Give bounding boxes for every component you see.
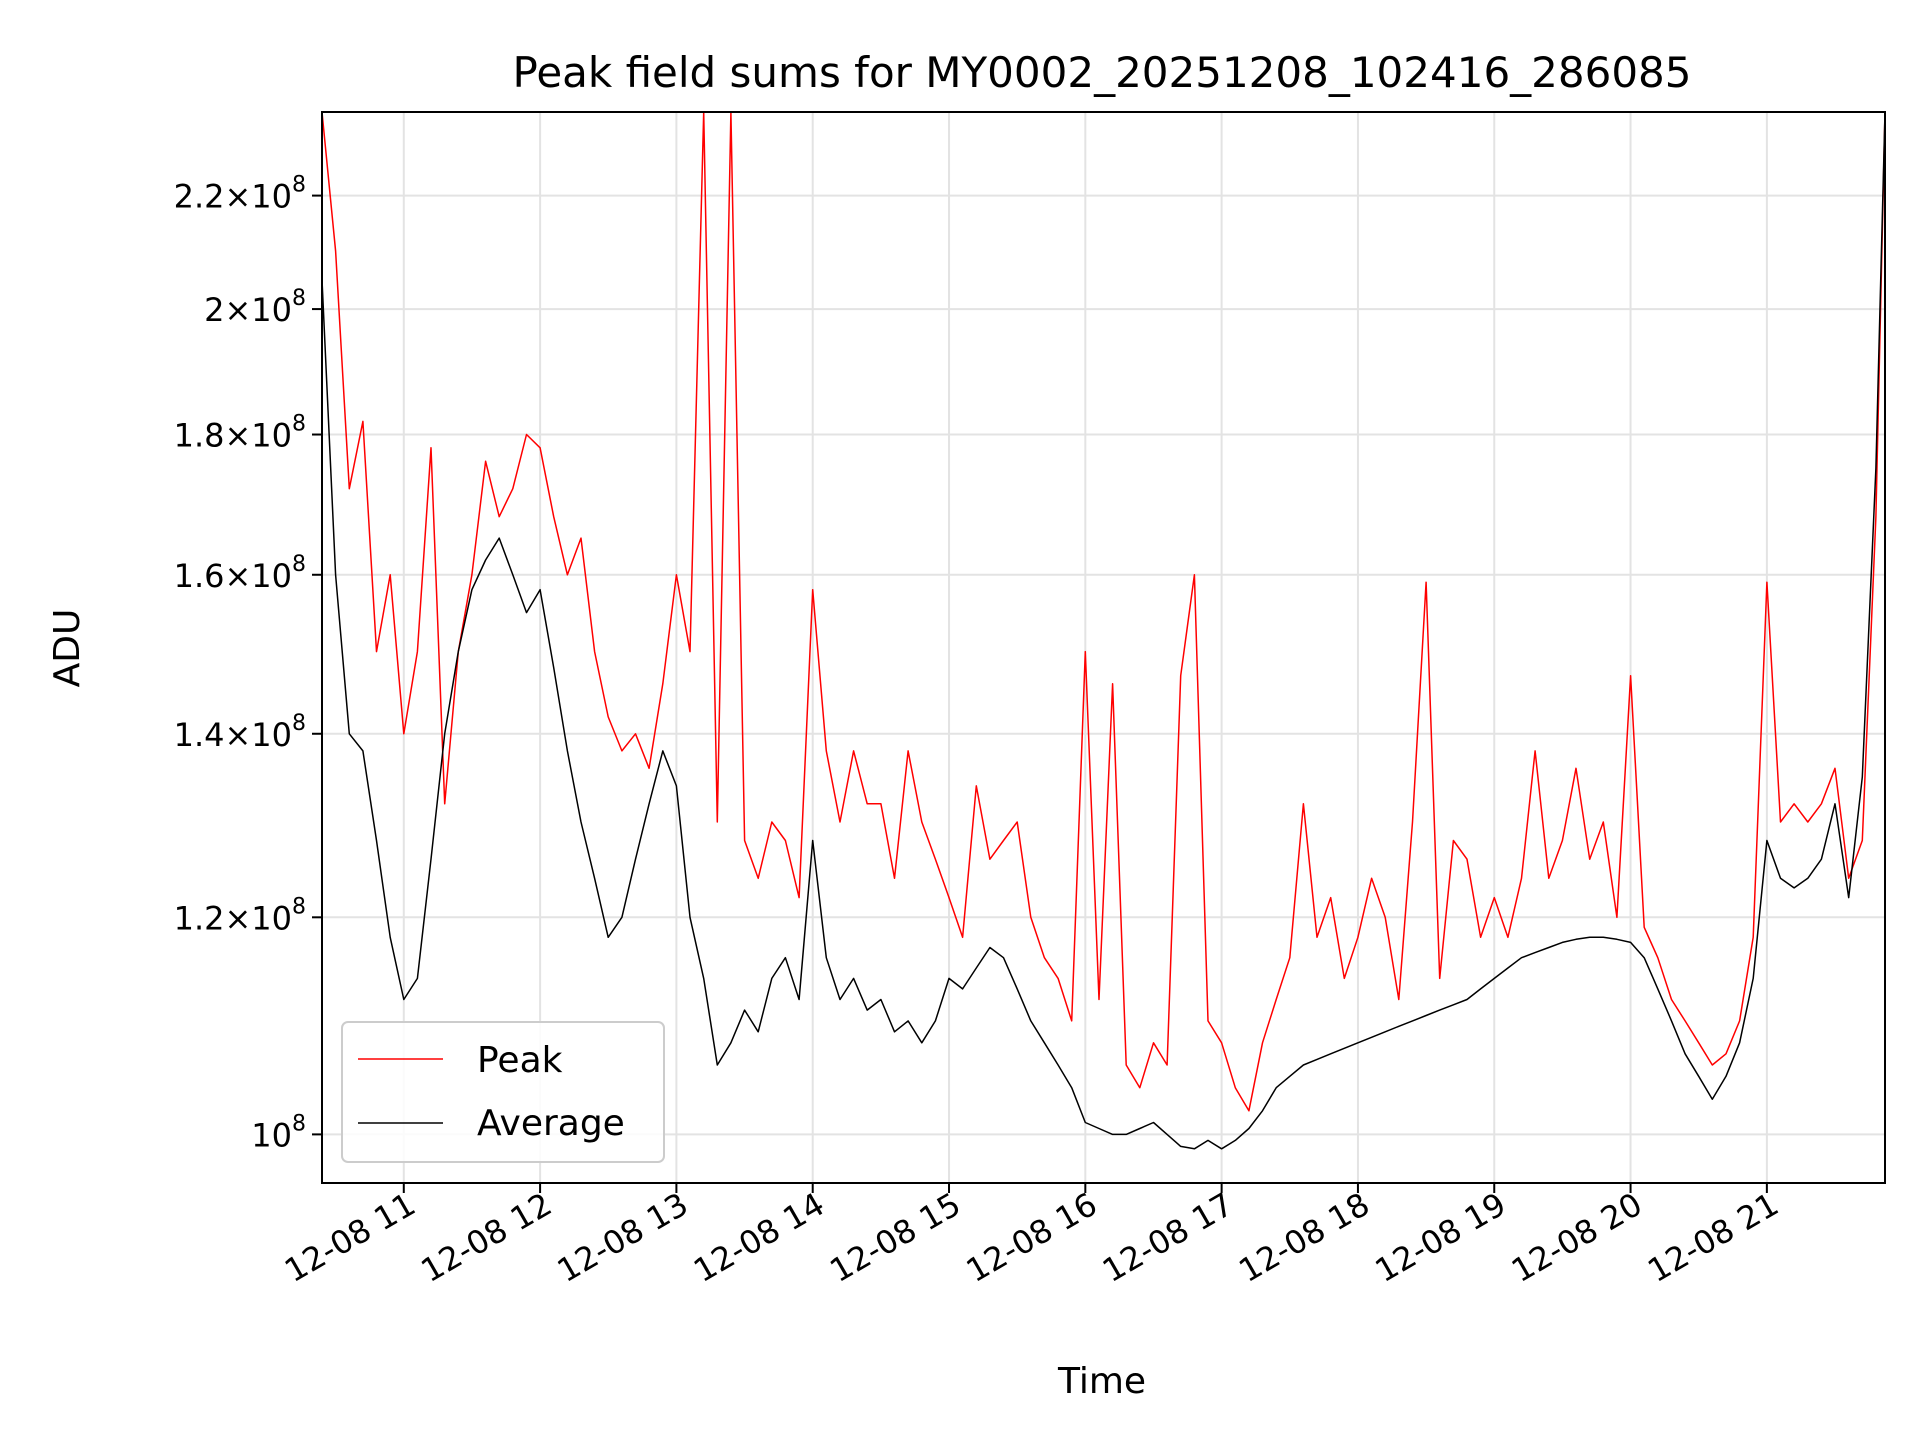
y-tick-exponent: 8 (292, 894, 306, 919)
x-axis-label: Time (1057, 1361, 1146, 1402)
y-tick-label: 2×108 (204, 286, 306, 329)
x-tick-label: 12-08 15 (823, 1185, 967, 1290)
y-tick-times: ×10 (224, 291, 292, 329)
y-tick-times: ×10 (224, 178, 292, 216)
plot-frame (321, 111, 1886, 1184)
y-tick-times: ×10 (224, 716, 292, 754)
y-tick-label: 1.4×108 (174, 711, 306, 754)
legend-average-label: Average (477, 1103, 625, 1144)
x-tick-label: 12-08 18 (1232, 1185, 1376, 1290)
x-tick-label: 12-08 21 (1641, 1185, 1785, 1290)
y-axis-label: ADU (47, 609, 88, 688)
legend-peak-label: Peak (477, 1040, 563, 1081)
series-layer (322, 112, 1885, 1150)
series-line-peak (322, 112, 1885, 1112)
series-line-average (322, 112, 1885, 1150)
x-tick-label: 12-08 13 (551, 1185, 695, 1290)
y-tick-mantissa: 1.4 (174, 716, 225, 754)
y-tick-mantissa: 1.2 (174, 899, 225, 937)
x-tick-label: 12-08 19 (1369, 1185, 1513, 1290)
x-tick-label: 12-08 16 (960, 1185, 1104, 1290)
y-tick-label: 1.2×108 (174, 894, 306, 937)
y-tick-times: ×10 (224, 557, 292, 595)
chart-title: Peak field sums for MY0002_20251208_1024… (512, 48, 1691, 97)
legend-box (341, 1021, 665, 1163)
y-tick-label: 108 (251, 1111, 306, 1154)
x-tick-label: 12-08 17 (1096, 1185, 1240, 1290)
y-tick-mantissa: 2.2 (174, 178, 225, 216)
y-tick-exponent: 8 (292, 552, 306, 577)
y-tick-exponent: 8 (292, 173, 306, 198)
y-tick-exponent: 8 (292, 711, 306, 736)
y-tick-times: ×10 (224, 899, 292, 937)
y-tick-mantissa: 1.6 (174, 557, 225, 595)
x-tick-label: 12-08 11 (278, 1185, 422, 1290)
y-tick-mantissa: 2 (204, 291, 224, 329)
y-tick-exponent: 8 (292, 1111, 306, 1136)
y-tick-mantissa: 1.8 (174, 417, 225, 455)
x-tick-label: 12-08 12 (414, 1185, 558, 1290)
y-tick-exponent: 8 (292, 412, 306, 437)
y-tick-label: 2.2×108 (174, 173, 306, 216)
y-tick-label: 1.8×108 (174, 412, 306, 455)
y-tick-times: 10 (251, 1116, 292, 1154)
y-tick-exponent: 8 (292, 286, 306, 311)
x-tick-label: 12-08 14 (687, 1185, 831, 1290)
y-axis-ticks: 1081.2×1081.4×1081.6×1081.8×1082×1082.2×… (174, 173, 322, 1154)
y-tick-label: 1.6×108 (174, 552, 306, 595)
x-tick-label: 12-08 20 (1505, 1185, 1649, 1290)
legend: Peak Average (341, 1021, 665, 1163)
y-tick-times: ×10 (224, 417, 292, 455)
